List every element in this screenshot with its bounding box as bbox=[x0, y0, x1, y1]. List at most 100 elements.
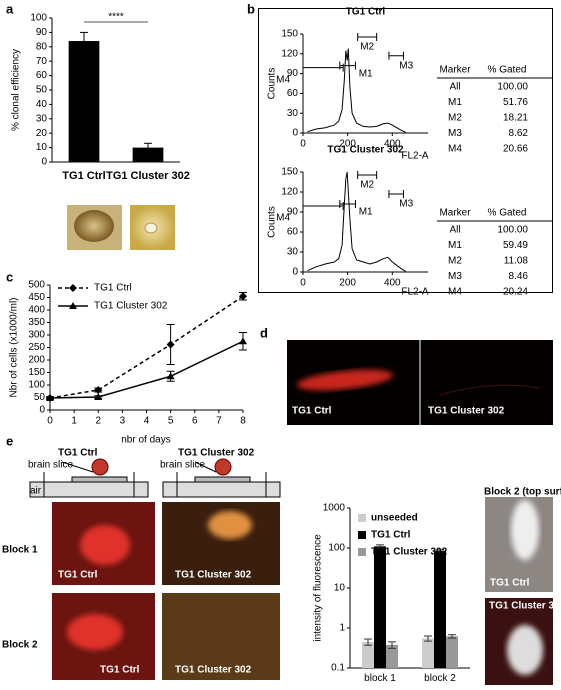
table-cell: M1 bbox=[448, 240, 462, 251]
row-label: Block 1 bbox=[2, 545, 38, 556]
y-tick-label: 400 bbox=[28, 305, 45, 316]
y-tick-label: 90 bbox=[287, 68, 299, 79]
y-tick-label: 90 bbox=[36, 27, 48, 38]
y-tick-label: 30 bbox=[287, 247, 299, 258]
y-tick-label: 100 bbox=[328, 543, 345, 554]
table-header: Marker bbox=[439, 65, 471, 76]
y-tick-label: 150 bbox=[281, 167, 298, 178]
gate-label: M4 bbox=[276, 213, 290, 224]
table-cell: 20.24 bbox=[503, 287, 528, 298]
y-tick-label: 300 bbox=[28, 330, 45, 341]
slice bbox=[194, 476, 251, 483]
x-tick-label: 400 bbox=[384, 278, 401, 289]
x-tick-label: 8 bbox=[240, 416, 246, 427]
tray bbox=[29, 481, 149, 498]
setup-title: TG1 Ctrl bbox=[58, 448, 98, 459]
table-cell: 100.00 bbox=[497, 82, 528, 93]
y-tick-label: 30 bbox=[287, 108, 299, 119]
y-tick-label: 60 bbox=[287, 227, 299, 238]
legend-swatch bbox=[358, 531, 366, 539]
gate bbox=[388, 190, 404, 198]
y-axis-label: Counts bbox=[267, 206, 278, 238]
y-tick-label: 350 bbox=[28, 317, 45, 328]
x-tick-label: 7 bbox=[216, 416, 222, 427]
x-tick-label-box: TG1 Cluster 302 bbox=[106, 170, 190, 182]
gate-label: M2 bbox=[360, 42, 374, 53]
x-tick-label: 0 bbox=[47, 416, 53, 427]
chart-title: TG1 Ctrl bbox=[346, 7, 386, 18]
y-tick-label: 80 bbox=[36, 41, 48, 52]
x-axis-label: FL2-A bbox=[401, 287, 429, 298]
table-cell: 8.62 bbox=[509, 128, 529, 139]
pointer bbox=[194, 461, 217, 473]
y-tick-label: 90 bbox=[287, 207, 299, 218]
legend-label: TG1 Ctrl bbox=[94, 283, 132, 294]
x-tick-label: 0 bbox=[300, 139, 306, 150]
panel-label: a bbox=[6, 1, 14, 16]
faint-signal bbox=[439, 384, 541, 396]
marker bbox=[69, 284, 77, 292]
x-tick-label: 200 bbox=[339, 278, 356, 289]
y-tick-label: 60 bbox=[36, 70, 48, 81]
marker bbox=[239, 337, 247, 345]
cells bbox=[511, 500, 539, 560]
y-axis-label: intensity of fluorescence bbox=[313, 534, 324, 642]
cell-cluster bbox=[67, 614, 123, 650]
x-tick-label: 0 bbox=[300, 278, 306, 289]
line bbox=[307, 48, 406, 133]
cluster bbox=[91, 458, 109, 476]
bar bbox=[68, 41, 100, 162]
image-label: TG1 Ctrl bbox=[490, 578, 530, 589]
y-tick-label: 450 bbox=[28, 292, 45, 303]
gate bbox=[302, 63, 344, 72]
y-tick-label: 50 bbox=[34, 392, 46, 403]
gate-label: M4 bbox=[276, 74, 290, 85]
marker bbox=[166, 372, 175, 380]
line bbox=[307, 171, 406, 272]
gate bbox=[302, 202, 344, 210]
colony bbox=[74, 210, 114, 242]
y-axis-label: % clonal efficiency bbox=[11, 49, 22, 131]
table-cell: M3 bbox=[448, 128, 462, 139]
gate bbox=[388, 51, 404, 60]
y-tick-label: 100 bbox=[28, 380, 45, 391]
y-tick-label: 1000 bbox=[323, 503, 346, 514]
marker bbox=[69, 302, 77, 309]
legend-label: TG1 Ctrl bbox=[371, 530, 411, 541]
gate bbox=[339, 200, 356, 208]
image-label: TG1 Cluster 302 bbox=[489, 601, 561, 612]
y-tick-label: 10 bbox=[334, 583, 346, 594]
y-tick-label: 0 bbox=[292, 128, 298, 139]
cell-cluster bbox=[80, 525, 130, 565]
table-cell: All bbox=[449, 225, 460, 236]
colony bbox=[144, 222, 158, 234]
bar bbox=[386, 644, 398, 668]
setup-label: brain slice bbox=[28, 460, 73, 471]
marker bbox=[46, 394, 54, 401]
x-tick-label: 200 bbox=[339, 139, 356, 150]
y-tick-label: 0 bbox=[292, 267, 298, 278]
bar bbox=[434, 550, 446, 668]
table-cell: M1 bbox=[448, 97, 462, 108]
cells bbox=[507, 625, 543, 675]
legend-label: unseeded bbox=[371, 513, 418, 524]
x-tick-label: 4 bbox=[144, 416, 150, 427]
gate-label: M3 bbox=[399, 199, 413, 210]
table-cell: 8.46 bbox=[509, 271, 529, 282]
x-tick-label-box: block 2 bbox=[424, 673, 456, 684]
table-cell: M3 bbox=[448, 271, 462, 282]
x-tick-label: 400 bbox=[384, 139, 401, 150]
panel-frame bbox=[258, 8, 553, 293]
slice bbox=[71, 476, 128, 483]
bar bbox=[132, 147, 164, 162]
legend-swatch bbox=[358, 514, 366, 522]
y-tick-label: 10 bbox=[36, 142, 48, 153]
y-tick-label: 30 bbox=[36, 113, 48, 124]
y-tick-label: 20 bbox=[36, 128, 48, 139]
y-tick-label: 0 bbox=[39, 405, 45, 416]
setup-label: brain slice bbox=[160, 460, 205, 471]
table-cell: M4 bbox=[448, 287, 462, 298]
x-tick-label: 5 bbox=[168, 416, 174, 427]
